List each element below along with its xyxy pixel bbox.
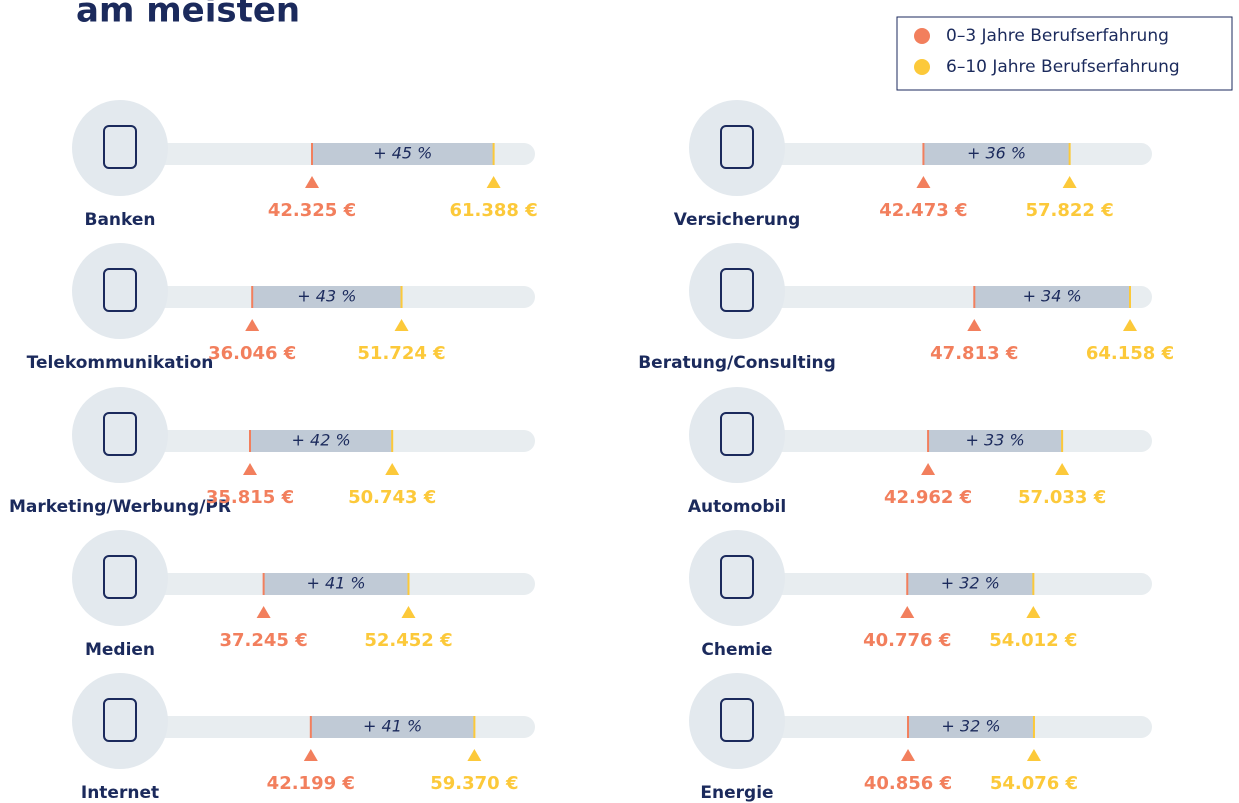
range-bar (310, 716, 475, 738)
legend-label: 6–10 Jahre Berufserfahrung (946, 57, 1180, 77)
icon (103, 555, 137, 599)
growth-label: + 32 % (941, 574, 1000, 593)
category-label: Chemie (701, 640, 772, 660)
icon-circle (72, 530, 168, 626)
category-label: Internet (81, 783, 159, 803)
value-label: 40.856 € (864, 773, 952, 794)
range-bar (250, 430, 393, 452)
marker-triangle (900, 606, 915, 618)
marker-triangle (1055, 463, 1070, 475)
growth-label: + 42 % (292, 431, 351, 450)
value-label: 59.370 € (430, 773, 518, 794)
icon (720, 555, 754, 599)
marker-triangle (467, 749, 482, 761)
category-label: Beratung/Consulting (638, 353, 836, 373)
marker-triangle (305, 176, 320, 188)
marker-triangle (1123, 319, 1137, 331)
icon (720, 125, 754, 169)
icon-circle (689, 530, 785, 626)
marker-triangle (401, 606, 416, 618)
legend-marker (914, 59, 930, 75)
growth-label: + 43 % (297, 287, 356, 306)
icon-circle (689, 387, 785, 483)
icon (103, 412, 137, 456)
marker-triangle (967, 319, 982, 331)
category-label: Medien (85, 640, 155, 660)
value-label: 64.158 € (1086, 343, 1174, 364)
range-bar (908, 716, 1034, 738)
category-label: Banken (84, 210, 155, 230)
growth-label: + 36 % (967, 144, 1026, 163)
value-label: 50.743 € (348, 487, 436, 508)
value-label: 54.076 € (990, 773, 1078, 794)
marker-triangle (303, 749, 318, 761)
category-label: Versicherung (674, 210, 801, 230)
icon (720, 268, 754, 312)
chart-title: am meisten (76, 0, 300, 31)
marker-triangle (1026, 749, 1041, 761)
range-bar (974, 286, 1130, 308)
growth-label: + 33 % (966, 431, 1025, 450)
marker-triangle (901, 749, 916, 761)
value-label: 42.473 € (879, 200, 967, 221)
marker-triangle (245, 319, 260, 331)
marker-triangle (1062, 176, 1077, 188)
category-label: Telekommunikation (27, 353, 214, 373)
icon (720, 412, 754, 456)
category-label: Energie (700, 783, 773, 803)
growth-label: + 45 % (373, 144, 432, 163)
range-bar (263, 573, 409, 595)
category-label: Marketing/Werbung/PR (9, 497, 231, 517)
growth-label: + 41 % (363, 717, 422, 736)
icon-circle (689, 673, 785, 769)
value-label: 36.046 € (208, 343, 296, 364)
legend-marker (914, 28, 930, 44)
range-bar (252, 286, 402, 308)
value-label: 35.815 € (206, 487, 294, 508)
icon (103, 125, 137, 169)
icon (720, 698, 754, 742)
value-label: 51.724 € (357, 343, 445, 364)
marker-triangle (486, 176, 501, 188)
icon-circle (689, 100, 785, 196)
marker-triangle (916, 176, 931, 188)
value-label: 37.245 € (219, 630, 307, 651)
icon-circle (72, 673, 168, 769)
value-label: 42.325 € (268, 200, 356, 221)
category-label: Automobil (688, 497, 786, 517)
icon (103, 268, 137, 312)
range-bar (312, 143, 494, 165)
value-label: 47.813 € (930, 343, 1018, 364)
growth-label: + 32 % (941, 717, 1000, 736)
icon (103, 698, 137, 742)
range-bar (928, 430, 1063, 452)
value-label: 42.962 € (884, 487, 972, 508)
range-bar (907, 573, 1034, 595)
icon-circle (72, 100, 168, 196)
icon-circle (72, 243, 168, 339)
marker-triangle (256, 606, 271, 618)
marker-triangle (243, 463, 257, 475)
value-label: 57.033 € (1018, 487, 1106, 508)
growth-label: + 34 % (1023, 287, 1082, 306)
marker-triangle (921, 463, 936, 475)
marker-triangle (1026, 606, 1041, 618)
value-label: 54.012 € (989, 630, 1077, 651)
value-label: 42.199 € (267, 773, 355, 794)
value-label: 40.776 € (863, 630, 951, 651)
range-bar (923, 143, 1070, 165)
growth-label: + 41 % (306, 574, 365, 593)
legend-box (896, 16, 1233, 91)
marker-triangle (385, 463, 400, 475)
icon-circle (689, 243, 785, 339)
value-label: 52.452 € (364, 630, 452, 651)
icon-circle (72, 387, 168, 483)
value-label: 57.822 € (1026, 200, 1114, 221)
legend-label: 0–3 Jahre Berufserfahrung (946, 26, 1169, 46)
marker-triangle (394, 319, 409, 331)
value-label: 61.388 € (449, 200, 537, 221)
